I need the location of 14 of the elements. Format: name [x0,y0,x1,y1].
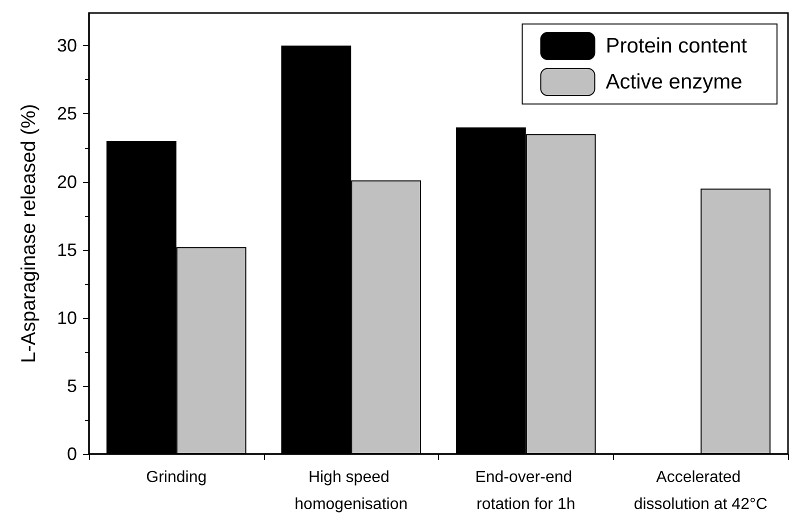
x-tick-label: End-over-end rotation for 1h [475,469,577,513]
x-tick-label: Grinding [146,469,207,486]
y-tick-label: 15 [56,240,77,260]
y-tick-label: 20 [56,172,77,192]
y-tick-label: 10 [56,308,77,328]
legend-label: Active enzyme [606,70,742,94]
y-tick-label: 25 [56,104,77,124]
x-tick-label: High speed homogenisation [294,469,408,513]
y-tick-label: 30 [56,36,77,56]
y-axis-title: L-Asparaginase released (%) [18,104,40,364]
y-tick-label: 5 [66,376,77,396]
legend-label: Protein content [606,34,748,58]
x-tick-label: Accelerated dissolution at 42°C [634,469,768,513]
y-tick-label: 0 [66,444,77,464]
